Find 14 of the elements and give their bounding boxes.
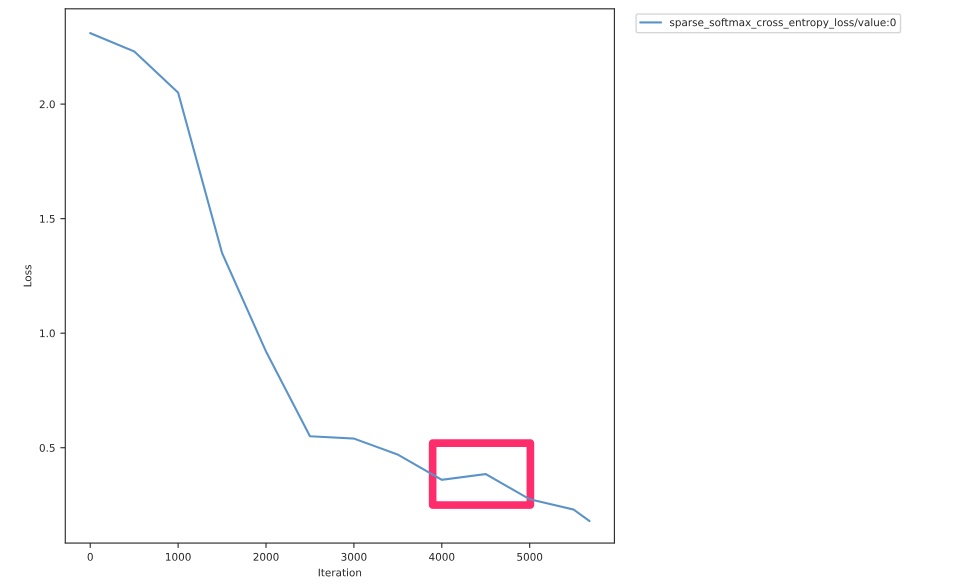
x-tick-label: 0 — [88, 552, 93, 561]
x-tick-label: 4000 — [429, 552, 454, 561]
x-tick-label: 5000 — [517, 552, 542, 561]
y-axis-title: Loss — [24, 265, 32, 286]
x-tick-label: 3000 — [341, 552, 366, 561]
y-tick-label: 1.5 — [40, 215, 55, 223]
legend-label: sparse_softmax_cross_entropy_loss/value:0 — [670, 18, 896, 29]
x-tick-label: 1000 — [166, 552, 191, 561]
y-tick-label: 1.0 — [40, 329, 55, 338]
x-tick-label: 2000 — [254, 552, 279, 561]
line-series — [89, 32, 590, 522]
y-tick-label: 2.0 — [40, 100, 55, 108]
x-axis-title: Iteration — [318, 568, 362, 576]
y-tick-label: 0.5 — [40, 444, 55, 452]
